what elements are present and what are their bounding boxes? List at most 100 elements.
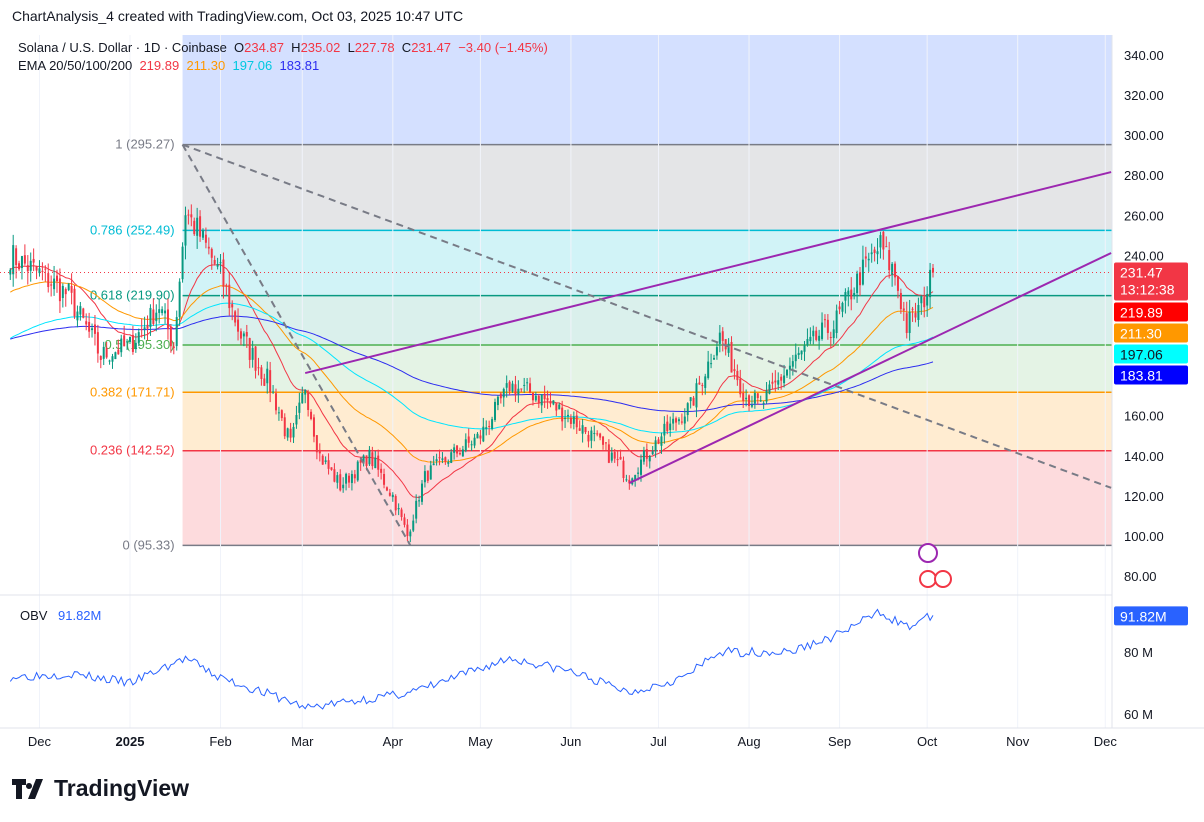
candle-body bbox=[158, 309, 161, 313]
candle-body bbox=[750, 405, 753, 407]
candle-body bbox=[76, 311, 79, 321]
candle-body bbox=[859, 272, 861, 286]
candle-body bbox=[41, 270, 44, 272]
candle-body bbox=[67, 283, 70, 291]
candle-body bbox=[70, 285, 73, 293]
candle-body bbox=[683, 416, 686, 424]
candle-body bbox=[172, 346, 175, 349]
candle-body bbox=[272, 391, 275, 393]
candle-body bbox=[155, 312, 158, 322]
candle-body bbox=[166, 309, 169, 330]
obv-label: OBV bbox=[20, 608, 48, 623]
candle-body bbox=[190, 214, 193, 218]
candle-body bbox=[540, 394, 543, 406]
candle-body bbox=[823, 319, 826, 321]
candle-body bbox=[105, 347, 108, 358]
candle-body bbox=[96, 332, 99, 354]
candle-body bbox=[324, 460, 327, 462]
candle-body bbox=[920, 296, 923, 304]
candle-body bbox=[517, 388, 520, 395]
candle-body bbox=[312, 417, 315, 437]
candle-body bbox=[619, 456, 622, 460]
candle-body bbox=[441, 458, 444, 461]
tradingview-logo[interactable]: TradingView bbox=[12, 775, 189, 802]
candle-body bbox=[514, 384, 517, 396]
candle-body bbox=[53, 278, 56, 290]
candle-body bbox=[315, 435, 318, 453]
y-tick-label: 320.00 bbox=[1124, 88, 1164, 103]
candle-body bbox=[520, 388, 523, 390]
y-tick-label: 300.00 bbox=[1124, 128, 1164, 143]
candle-body bbox=[885, 246, 888, 248]
candle-body bbox=[20, 256, 23, 269]
candle-body bbox=[806, 339, 809, 346]
candle-body bbox=[511, 383, 514, 392]
candle-body bbox=[289, 428, 292, 438]
candle-body bbox=[695, 383, 698, 408]
candle-body bbox=[409, 531, 412, 537]
candle-body bbox=[204, 234, 207, 243]
candle-body bbox=[286, 428, 289, 438]
candle-body bbox=[710, 363, 713, 365]
candle-body bbox=[242, 333, 245, 337]
candle-body bbox=[359, 459, 362, 463]
candle-body bbox=[561, 407, 564, 422]
candle-body bbox=[578, 428, 581, 431]
candle-body bbox=[599, 433, 602, 438]
y-tick-label: 100.00 bbox=[1124, 529, 1164, 544]
candle-body bbox=[590, 430, 593, 441]
candle-body bbox=[348, 475, 350, 483]
x-tick-label: Jun bbox=[560, 734, 581, 749]
candle-body bbox=[797, 352, 800, 356]
candle-body bbox=[523, 384, 526, 386]
obv-tick-label: 80 M bbox=[1124, 645, 1153, 660]
candle-body bbox=[596, 433, 599, 435]
candle-body bbox=[733, 369, 736, 372]
y-tick-label: 160.00 bbox=[1124, 409, 1164, 424]
price-chart[interactable]: 1 (295.27)0.786 (252.49)0.618 (219.90)0.… bbox=[0, 0, 1204, 770]
candle-body bbox=[879, 235, 882, 248]
candle-body bbox=[342, 484, 345, 489]
candle-body bbox=[476, 433, 479, 439]
brand-name: TradingView bbox=[54, 775, 190, 801]
high-value: 235.02 bbox=[300, 40, 341, 55]
candle-body bbox=[698, 382, 701, 385]
candle-body bbox=[383, 474, 386, 485]
candle-body bbox=[126, 341, 129, 343]
price-badge bbox=[1114, 262, 1188, 301]
candle-body bbox=[56, 275, 58, 282]
candle-body bbox=[330, 467, 333, 470]
symbol[interactable]: Solana / U.S. Dollar · 1D · Coinbase bbox=[18, 40, 227, 55]
candle-body bbox=[762, 402, 765, 404]
fib-level-label: 0 (95.33) bbox=[123, 537, 175, 552]
fib-level-label: 0.382 (171.71) bbox=[90, 384, 175, 399]
price-badge-text: 13:12:38 bbox=[1120, 281, 1175, 297]
candle-body bbox=[742, 392, 745, 401]
candle-body bbox=[902, 308, 905, 311]
candle-body bbox=[333, 469, 336, 482]
candle-body bbox=[482, 426, 485, 442]
candle-body bbox=[567, 414, 569, 417]
candle-body bbox=[467, 436, 470, 443]
candle-body bbox=[736, 370, 739, 381]
candle-body bbox=[835, 310, 838, 334]
candle-body bbox=[896, 276, 899, 291]
candle-body bbox=[856, 273, 859, 294]
candle-body bbox=[800, 350, 803, 355]
y-tick-label: 120.00 bbox=[1124, 489, 1164, 504]
candle-body bbox=[526, 382, 529, 384]
ema-label[interactable]: EMA 20/50/100/200 bbox=[18, 58, 133, 73]
x-tick-label: Oct bbox=[917, 734, 938, 749]
x-tick-label: Dec bbox=[28, 734, 52, 749]
candle-body bbox=[932, 267, 934, 273]
candle-body bbox=[283, 417, 286, 437]
candle-body bbox=[593, 433, 596, 435]
candle-body bbox=[263, 378, 266, 386]
candle-body bbox=[564, 417, 567, 419]
candle-body bbox=[917, 305, 920, 320]
candle-body bbox=[450, 452, 453, 463]
candle-body bbox=[505, 383, 508, 388]
candle-body bbox=[91, 328, 94, 331]
candle-body bbox=[654, 440, 657, 452]
candle-body bbox=[888, 250, 891, 271]
